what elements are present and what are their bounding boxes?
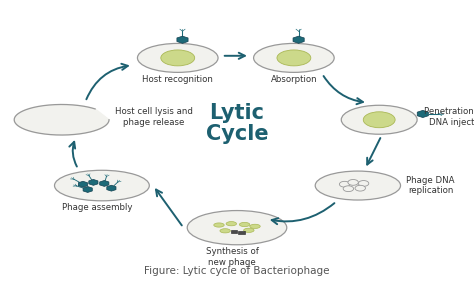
Ellipse shape: [363, 112, 395, 128]
Ellipse shape: [244, 228, 254, 232]
FancyArrowPatch shape: [69, 142, 77, 166]
Ellipse shape: [137, 43, 218, 72]
Ellipse shape: [161, 50, 195, 66]
Text: Synthesis of
new phage: Synthesis of new phage: [206, 247, 259, 267]
Ellipse shape: [254, 43, 334, 72]
Polygon shape: [177, 36, 188, 43]
Text: Lytic
Cycle: Lytic Cycle: [206, 103, 268, 145]
FancyArrowPatch shape: [225, 53, 245, 59]
Circle shape: [358, 181, 369, 186]
Circle shape: [348, 179, 358, 185]
Circle shape: [343, 186, 354, 192]
Polygon shape: [14, 104, 109, 135]
Text: Host recognition: Host recognition: [142, 75, 213, 84]
Text: Figure: Lytic cycle of Bacteriophage: Figure: Lytic cycle of Bacteriophage: [144, 266, 330, 276]
Circle shape: [355, 185, 365, 191]
Ellipse shape: [55, 170, 149, 201]
Text: Penetration and
DNA injection: Penetration and DNA injection: [424, 108, 474, 127]
Ellipse shape: [277, 50, 311, 66]
Polygon shape: [78, 181, 88, 187]
Ellipse shape: [226, 222, 237, 226]
Text: Absorption: Absorption: [271, 75, 317, 84]
Ellipse shape: [315, 171, 401, 200]
Text: Phage assembly: Phage assembly: [62, 203, 132, 213]
FancyArrowPatch shape: [367, 138, 380, 164]
Polygon shape: [83, 186, 92, 192]
Polygon shape: [89, 179, 98, 185]
Text: Phage DNA
replication: Phage DNA replication: [406, 176, 455, 195]
FancyArrowPatch shape: [156, 190, 182, 225]
Polygon shape: [417, 110, 428, 117]
Ellipse shape: [214, 223, 224, 227]
Ellipse shape: [239, 222, 250, 227]
Ellipse shape: [341, 105, 417, 134]
Circle shape: [339, 181, 350, 187]
Polygon shape: [293, 36, 304, 43]
Ellipse shape: [187, 211, 287, 245]
FancyArrowPatch shape: [324, 76, 363, 104]
Ellipse shape: [250, 224, 260, 228]
Polygon shape: [107, 185, 116, 191]
Text: Host cell lysis and
phage release: Host cell lysis and phage release: [115, 108, 192, 127]
Ellipse shape: [220, 229, 230, 233]
Polygon shape: [100, 181, 109, 186]
FancyArrowPatch shape: [86, 64, 128, 99]
Bar: [231, 230, 237, 233]
FancyArrowPatch shape: [272, 203, 335, 224]
Bar: [238, 231, 245, 234]
